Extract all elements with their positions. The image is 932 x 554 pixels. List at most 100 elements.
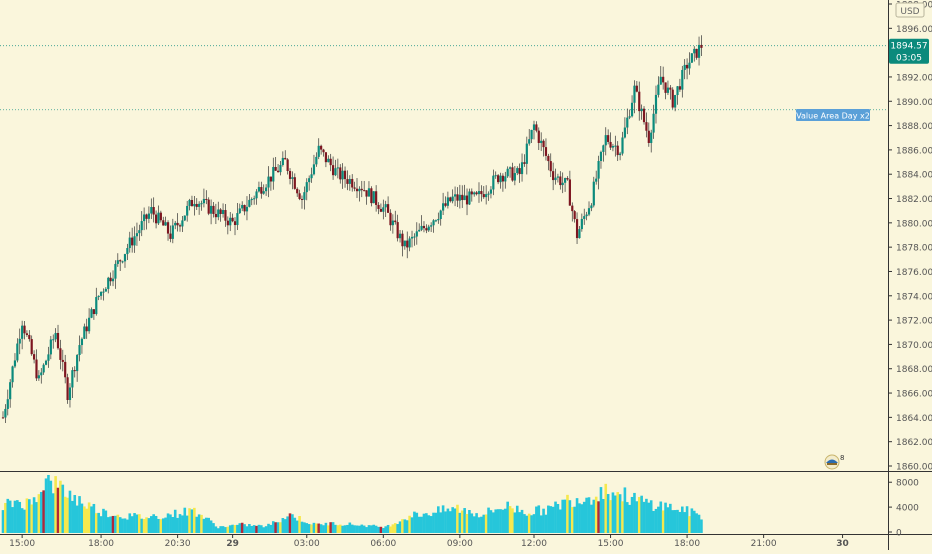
volume-bar xyxy=(185,515,189,533)
candle-body xyxy=(391,220,394,226)
candle-body xyxy=(688,62,691,69)
volume-bar xyxy=(475,513,478,533)
candle-body xyxy=(224,210,227,221)
volume-bar xyxy=(6,498,10,533)
candle-body xyxy=(449,197,452,202)
volume-bar xyxy=(205,517,208,533)
candle-body xyxy=(418,229,421,232)
candle-body xyxy=(640,108,643,112)
volume-bar xyxy=(66,497,69,533)
price-tick-label: 1892.00 xyxy=(896,73,932,83)
session-settings-icon[interactable]: 8 xyxy=(824,454,844,470)
candle-body xyxy=(186,205,189,216)
candle-body xyxy=(265,187,268,192)
candle-body xyxy=(135,233,139,237)
candle-body xyxy=(406,240,409,248)
volume-bar xyxy=(264,526,268,533)
volume-bar xyxy=(61,484,65,533)
volume-bar xyxy=(446,508,450,533)
candle-body xyxy=(13,360,17,367)
candle-body xyxy=(166,222,170,234)
time-tick-label: 20:30 xyxy=(165,539,191,549)
volume-bar xyxy=(578,503,581,533)
volume-bar xyxy=(44,478,48,533)
volume-bar xyxy=(87,502,91,533)
volume-bar xyxy=(71,500,74,533)
candle-body xyxy=(114,263,117,279)
candle-body xyxy=(348,178,351,184)
currency-box[interactable]: USD xyxy=(895,2,925,18)
candle-body xyxy=(489,189,493,194)
volume-bar xyxy=(425,513,428,533)
volume-bar xyxy=(250,525,254,533)
candle-body xyxy=(317,145,320,157)
candle-body xyxy=(401,233,404,247)
candle-body xyxy=(442,203,445,211)
volume-bar xyxy=(570,507,574,533)
volume-bar xyxy=(152,514,155,533)
volume-bar xyxy=(393,523,397,533)
settings-badge: 8 xyxy=(840,454,844,462)
volume-bar xyxy=(599,487,603,533)
candle-body xyxy=(138,230,141,234)
volume-bar xyxy=(331,522,335,533)
candle-body xyxy=(104,288,107,292)
candle-body xyxy=(331,165,335,176)
candle-body xyxy=(607,135,610,142)
candle-body xyxy=(219,209,222,214)
volume-bar xyxy=(382,528,385,533)
value-area-badge[interactable]: Value Area Day x2 xyxy=(796,109,870,121)
candle-body xyxy=(623,127,626,138)
candle-body xyxy=(300,198,304,200)
volume-bar xyxy=(123,518,127,533)
candle-body xyxy=(147,213,151,219)
volume-bar xyxy=(238,523,242,533)
volume-bar xyxy=(197,514,201,533)
candle-body xyxy=(520,162,524,175)
volume-bar xyxy=(319,524,323,533)
volume-bar xyxy=(573,506,576,533)
candle-body xyxy=(40,372,43,376)
value-area-label: Value Area Day x2 xyxy=(796,112,870,121)
candle-body xyxy=(241,205,244,209)
candle-body xyxy=(587,208,591,215)
volume-bar xyxy=(614,495,617,533)
candle-body xyxy=(193,203,196,207)
volume-bar xyxy=(370,525,373,533)
volume-bar xyxy=(499,509,502,533)
candle-body xyxy=(195,203,198,207)
candle-body xyxy=(518,168,521,175)
volume-bar xyxy=(379,526,383,533)
volume-bar xyxy=(444,511,447,533)
volume-bar xyxy=(513,512,517,533)
volume-bar xyxy=(59,480,62,533)
volume-bar xyxy=(23,509,26,533)
volume-bar xyxy=(496,509,500,533)
candle-body xyxy=(159,212,162,221)
candle-body xyxy=(281,157,284,166)
volume-bar xyxy=(193,507,196,533)
volume-bar xyxy=(592,499,596,533)
candle-body xyxy=(511,167,514,181)
candle-body xyxy=(123,254,127,262)
candle-body xyxy=(353,187,356,189)
candle-body xyxy=(358,188,361,192)
candle-body xyxy=(552,171,555,181)
candle-body xyxy=(202,198,206,204)
candle-body xyxy=(351,178,354,188)
candle-body xyxy=(525,143,528,164)
volume-bar xyxy=(37,494,41,533)
candle-body xyxy=(25,333,29,335)
volume-bar xyxy=(429,516,433,533)
volume-bar xyxy=(386,524,390,533)
candle-body xyxy=(458,194,461,201)
volume-bar xyxy=(176,517,179,533)
candle-body xyxy=(269,176,272,182)
volume-bar xyxy=(590,504,593,533)
candle-body xyxy=(99,291,103,296)
candle-body xyxy=(547,155,550,162)
candle-body xyxy=(116,260,119,264)
currency-label: USD xyxy=(900,7,919,17)
